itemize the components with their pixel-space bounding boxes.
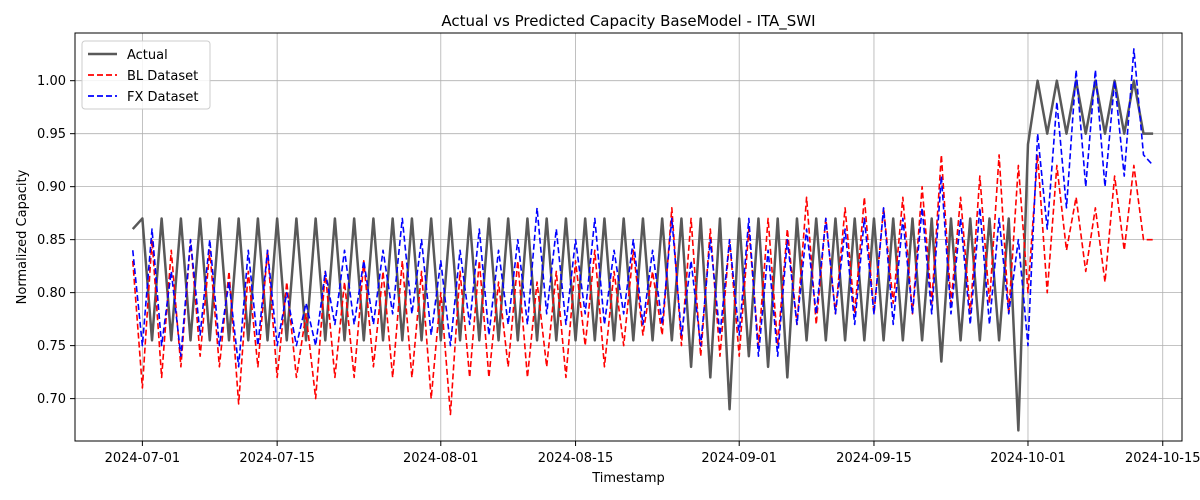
x-tick-label: 2024-09-15	[836, 451, 912, 466]
series-line-bl-dataset	[131, 154, 1154, 416]
legend-label-fx: FX Dataset	[127, 90, 198, 105]
plot-frame	[74, 32, 1183, 442]
y-tick-label: 1.00	[37, 74, 66, 89]
legend-box	[81, 40, 211, 110]
series-line-fx-dataset	[131, 48, 1154, 368]
x-tick-label: 2024-07-15	[239, 451, 315, 466]
y-tick-label: 0.85	[37, 233, 66, 248]
ticks: 2024-07-01 2024-07-15 2024-08-01 2024-08-15…	[37, 74, 1200, 466]
y-tick-label: 0.75	[37, 339, 66, 354]
y-axis-title: Normalized Capacity	[15, 169, 30, 304]
x-tick-label: 2024-07-01	[105, 451, 181, 466]
legend: Actual BL Dataset FX Dataset	[81, 40, 211, 110]
y-tick-label: 0.90	[37, 180, 66, 195]
x-axis-title: Timestamp	[591, 471, 665, 486]
x-tick-label: 2024-08-01	[403, 451, 479, 466]
y-tick-label: 0.70	[37, 392, 66, 407]
x-tick-label: 2024-10-15	[1125, 451, 1200, 466]
legend-label-actual: Actual	[127, 48, 168, 63]
y-tick-label: 0.80	[37, 286, 66, 301]
x-tick-label: 2024-10-01	[990, 451, 1066, 466]
legend-label-bl: BL Dataset	[127, 69, 198, 84]
x-tick-label: 2024-08-15	[538, 451, 614, 466]
series-layer	[131, 48, 1154, 432]
chart-title: Actual vs Predicted Capacity BaseModel -…	[441, 12, 815, 31]
x-tick-label: 2024-09-01	[701, 451, 777, 466]
series-line-actual	[131, 79, 1154, 432]
y-tick-label: 0.95	[37, 127, 66, 142]
